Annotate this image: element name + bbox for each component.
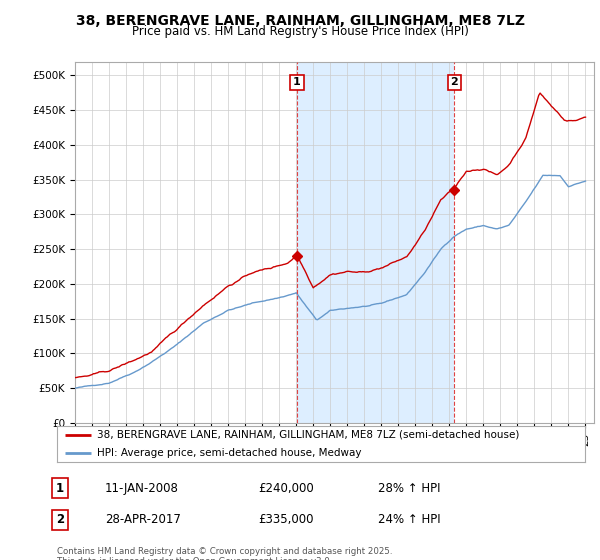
Text: 1: 1 bbox=[293, 77, 301, 87]
Text: £335,000: £335,000 bbox=[258, 513, 314, 526]
Text: 28-APR-2017: 28-APR-2017 bbox=[105, 513, 181, 526]
Text: Price paid vs. HM Land Registry's House Price Index (HPI): Price paid vs. HM Land Registry's House … bbox=[131, 25, 469, 38]
Text: 38, BERENGRAVE LANE, RAINHAM, GILLINGHAM, ME8 7LZ: 38, BERENGRAVE LANE, RAINHAM, GILLINGHAM… bbox=[76, 14, 524, 28]
Text: 38, BERENGRAVE LANE, RAINHAM, GILLINGHAM, ME8 7LZ (semi-detached house): 38, BERENGRAVE LANE, RAINHAM, GILLINGHAM… bbox=[97, 430, 519, 440]
Text: HPI: Average price, semi-detached house, Medway: HPI: Average price, semi-detached house,… bbox=[97, 448, 361, 458]
Text: 11-JAN-2008: 11-JAN-2008 bbox=[105, 482, 179, 495]
Text: 24% ↑ HPI: 24% ↑ HPI bbox=[378, 513, 440, 526]
Text: 28% ↑ HPI: 28% ↑ HPI bbox=[378, 482, 440, 495]
Bar bbox=[297, 62, 454, 423]
Text: 2: 2 bbox=[56, 513, 64, 526]
Text: 2: 2 bbox=[451, 77, 458, 87]
Text: £240,000: £240,000 bbox=[258, 482, 314, 495]
Text: Contains HM Land Registry data © Crown copyright and database right 2025.
This d: Contains HM Land Registry data © Crown c… bbox=[57, 547, 392, 560]
Text: 1: 1 bbox=[56, 482, 64, 495]
